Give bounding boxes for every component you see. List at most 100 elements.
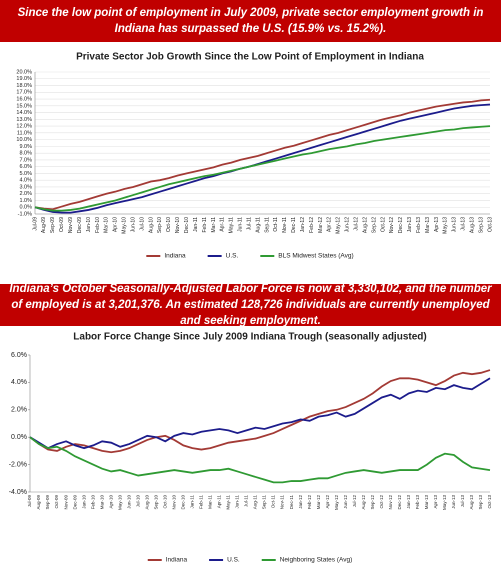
chart-title: Private Sector Job Growth Since the Low … — [76, 52, 424, 63]
line-series — [34, 98, 491, 211]
x-tick-label: Apr-12 — [325, 495, 330, 509]
y-tick-label: 9.0% — [19, 144, 32, 150]
x-tick-label: Dec-09 — [77, 217, 83, 233]
x-tick-label: Oct-12 — [380, 217, 386, 232]
x-tick-label: Oct-11 — [273, 217, 279, 232]
y-tick-label: 11.0% — [17, 130, 32, 136]
y-tick-label: 19.0% — [16, 76, 32, 82]
y-tick-label: 5.0% — [19, 171, 32, 177]
x-tick-label: Oct-10 — [162, 495, 167, 509]
x-tick-label: May-10 — [117, 495, 122, 511]
x-tick-label: Oct-09 — [54, 495, 59, 509]
x-tick-label: Jun-12 — [343, 495, 348, 509]
y-tick-label: 6.0% — [19, 164, 32, 170]
x-tick-label: Mar-10 — [99, 495, 104, 510]
line-series — [29, 369, 491, 454]
x-tick-label: Feb-10 — [95, 217, 101, 233]
x-tick-label: Dec-11 — [289, 495, 294, 510]
banner: Since the low point of employment in Jul… — [0, 0, 501, 42]
x-tick-label: Oct-11 — [271, 495, 276, 509]
x-tick-label: May-12 — [336, 217, 342, 234]
x-tick-label: Jan-10 — [81, 495, 86, 509]
y-tick-label: 6.0% — [11, 352, 27, 359]
x-tick-label: Aug-12 — [362, 217, 368, 233]
y-tick-label: -2.0% — [9, 461, 27, 468]
x-tick-label: Jul-09 — [32, 217, 38, 231]
x-tick-label: Nov-11 — [282, 217, 288, 233]
legend-label: U.S. — [227, 557, 240, 564]
y-tick-label: 15.0% — [16, 103, 32, 109]
x-tick-label: Jul-12 — [354, 217, 360, 231]
y-tick-label: 7.0% — [19, 157, 32, 163]
x-tick-label: Sep-13 — [478, 495, 483, 510]
chart-title: Labor Force Change Since July 2009 India… — [73, 332, 426, 343]
x-tick-label: Feb-13 — [416, 217, 422, 233]
y-tick-label: 2.0% — [11, 407, 27, 414]
x-tick-label: Nov-09 — [63, 495, 68, 510]
x-tick-label: Oct-13 — [487, 217, 493, 232]
legend-label: U.S. — [226, 253, 239, 260]
x-tick-label: Apr-10 — [113, 217, 119, 232]
x-tick-label: Aug-09 — [36, 495, 41, 510]
x-tick-label: Dec-11 — [291, 217, 297, 233]
x-tick-label: Oct-10 — [166, 217, 172, 232]
y-tick-label: 0.0% — [19, 205, 32, 211]
x-tick-label: Sep-12 — [371, 217, 377, 233]
y-tick-label: 14.0% — [16, 110, 32, 116]
x-tick-label: Apr-11 — [217, 495, 222, 509]
x-tick-label: Mar-11 — [211, 217, 217, 233]
x-tick-label: Oct-13 — [487, 495, 492, 509]
y-tick-label: 4.0% — [19, 178, 32, 184]
y-tick-label: 20.0% — [16, 69, 32, 75]
x-tick-label: Apr-13 — [434, 217, 440, 232]
x-tick-label: Dec-12 — [397, 495, 402, 510]
x-tick-label: Dec-10 — [181, 495, 186, 510]
x-tick-label: May-13 — [443, 217, 449, 234]
y-tick-label: -1.0% — [18, 211, 32, 217]
x-tick-label: Jan-12 — [300, 217, 306, 233]
y-tick-label: 17.0% — [16, 90, 32, 96]
line-series — [34, 125, 491, 212]
x-tick-label: Sep-11 — [264, 217, 270, 233]
x-tick-label: May-12 — [334, 495, 339, 511]
x-tick-label: Jun-10 — [130, 217, 136, 233]
y-tick-label: 18.0% — [16, 83, 32, 89]
y-tick-label: 12.0% — [16, 124, 32, 130]
y-tick-label: 16.0% — [16, 97, 32, 103]
x-tick-label: Aug-11 — [255, 217, 261, 233]
x-tick-label: Sep-09 — [50, 217, 56, 233]
x-tick-label: Jan-11 — [190, 495, 195, 509]
x-tick-label: Feb-12 — [309, 217, 315, 233]
x-tick-label: Aug-10 — [148, 217, 154, 233]
chart: Private Sector Job Growth Since the Low … — [16, 52, 493, 260]
x-tick-label: Jun-11 — [235, 495, 240, 509]
x-tick-label: May-11 — [226, 495, 231, 510]
y-tick-label: 2.0% — [19, 191, 32, 197]
y-tick-label: 10.0% — [16, 137, 32, 143]
x-tick-label: Jul-11 — [244, 495, 249, 507]
x-tick-label: Dec-10 — [184, 217, 190, 233]
y-tick-label: 3.0% — [19, 184, 32, 190]
x-tick-label: Nov-09 — [68, 217, 74, 233]
x-tick-label: Oct-09 — [59, 217, 65, 232]
x-tick-label: Apr-11 — [220, 217, 226, 232]
y-tick-label: 0.0% — [11, 434, 27, 441]
y-tick-label: -4.0% — [9, 489, 27, 496]
x-tick-label: Jun-13 — [452, 217, 458, 233]
x-tick-label: Mar-11 — [208, 495, 213, 509]
x-tick-label: Jul-11 — [246, 217, 252, 230]
x-tick-label: Mar-13 — [425, 217, 431, 233]
x-tick-label: Jan-13 — [407, 217, 413, 233]
x-tick-label: Jan-13 — [406, 495, 411, 509]
x-tick-label: Apr-10 — [108, 495, 113, 509]
legend-label: BLS Midwest States (Avg) — [278, 253, 353, 260]
x-tick-label: Jun-10 — [126, 495, 131, 509]
x-tick-label: Jan-11 — [193, 217, 199, 232]
x-tick-label: Jul-10 — [139, 217, 145, 231]
x-tick-label: Jun-12 — [345, 217, 351, 233]
x-tick-label: Dec-12 — [398, 217, 404, 233]
x-tick-label: Feb-10 — [90, 495, 95, 510]
legend-label: Indiana — [166, 557, 188, 564]
y-tick-label: 4.0% — [11, 379, 27, 386]
